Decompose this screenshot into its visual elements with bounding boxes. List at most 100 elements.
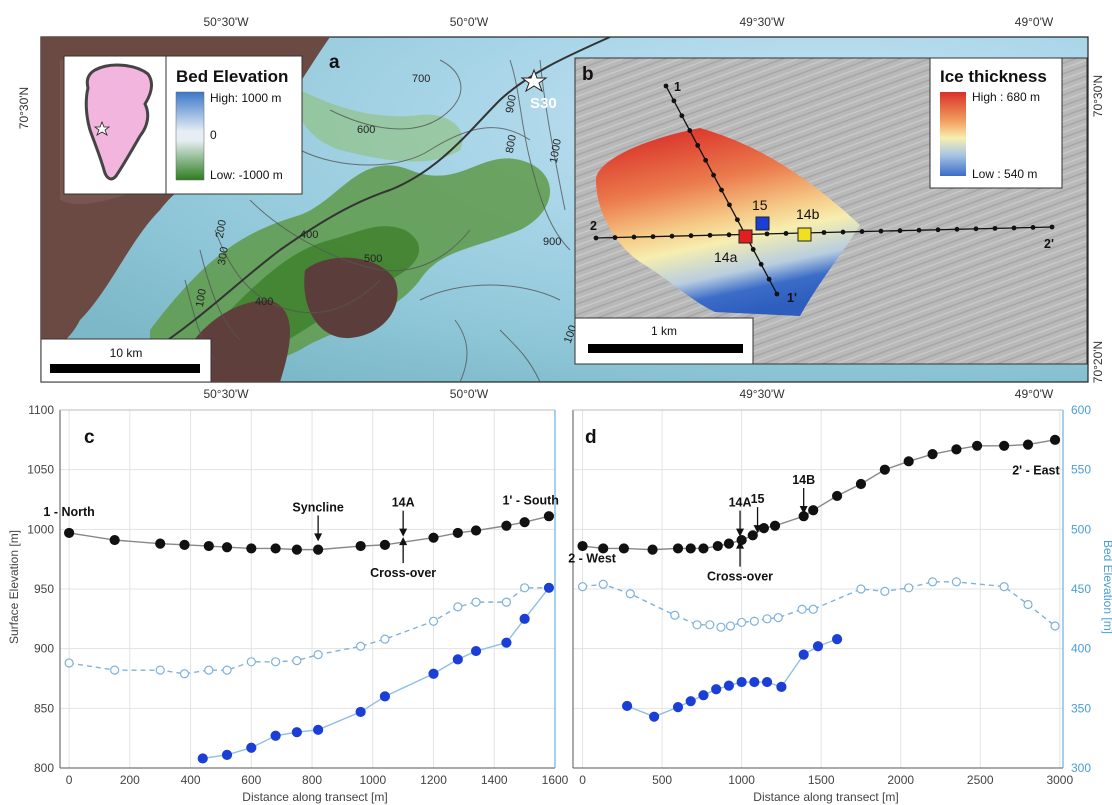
data-point xyxy=(723,538,735,549)
transect-label: 1' xyxy=(787,291,797,305)
y-axis-label: Surface Elevation [m] xyxy=(7,530,21,644)
island-south xyxy=(304,257,398,339)
annotation-label: 2 - West xyxy=(568,552,617,566)
data-point xyxy=(470,525,482,536)
data-point xyxy=(927,449,938,460)
coord-label: 49°30'W xyxy=(739,387,785,401)
legend-title: Ice thickness xyxy=(940,67,1047,86)
data-point xyxy=(798,649,809,660)
arrow-head-icon xyxy=(753,525,762,534)
data-point xyxy=(758,523,770,534)
transect-label: 2' xyxy=(1044,237,1054,251)
series-line xyxy=(582,581,1056,628)
data-point xyxy=(501,520,512,531)
annotation-label: 14B xyxy=(792,473,815,487)
data-point xyxy=(271,657,281,667)
transect-1-point xyxy=(734,217,740,223)
data-point xyxy=(698,690,709,701)
data-point xyxy=(155,665,165,675)
transect-2-point xyxy=(1011,225,1017,231)
data-point xyxy=(951,444,962,455)
site-15-marker xyxy=(755,216,770,231)
data-point xyxy=(685,543,696,554)
ice-thickness-field xyxy=(595,128,860,316)
coord-label: 70°20'N xyxy=(1091,341,1105,383)
annotation-label: 1' - South xyxy=(502,493,558,507)
legend-high: High: 1000 m xyxy=(210,91,281,105)
y-tick-label-right: 500 xyxy=(1071,522,1091,536)
data-point xyxy=(110,665,120,675)
data-point xyxy=(705,620,715,630)
data-point xyxy=(204,665,214,675)
data-point xyxy=(762,614,772,624)
data-point xyxy=(685,696,696,707)
transect-1-point xyxy=(671,98,677,104)
data-point xyxy=(291,544,302,555)
y-tick-label: 1050 xyxy=(27,463,54,477)
data-point xyxy=(1022,439,1034,450)
data-point xyxy=(737,617,747,628)
data-point xyxy=(452,654,463,665)
data-point xyxy=(428,532,439,543)
data-point xyxy=(355,540,366,552)
data-point xyxy=(246,543,257,554)
x-axis-label: Distance along transect [m] xyxy=(753,790,898,804)
site-label: 14a xyxy=(714,249,738,265)
map-coordinates: 50°30'W 50°0'W 49°30'W 49°0'W 50°30'W 50… xyxy=(17,15,1105,401)
annotation-label: 2' - East xyxy=(1012,463,1060,477)
data-point xyxy=(270,543,281,554)
transect-2-point xyxy=(1030,225,1036,230)
annotation-label: Syncline xyxy=(292,500,343,514)
data-point xyxy=(903,456,914,467)
data-point xyxy=(428,616,439,626)
data-point xyxy=(1050,621,1060,631)
data-point xyxy=(808,505,819,516)
transect-label: 2 xyxy=(590,219,597,233)
x-tick-label: 0 xyxy=(66,773,73,787)
data-point xyxy=(736,676,747,688)
scale-label: 10 km xyxy=(110,346,143,360)
data-point xyxy=(355,706,366,718)
data-point xyxy=(999,440,1010,451)
contour-label: 200 xyxy=(214,219,229,239)
data-point xyxy=(543,511,555,522)
panel-b: 1 1' 2 2' 15 14a 14b b Ice thickness Hig… xyxy=(574,57,1088,365)
data-point xyxy=(501,597,512,607)
coord-label: 70°30'N xyxy=(1091,75,1105,117)
data-point xyxy=(672,702,684,713)
bed-legend: Bed Elevation High: 1000 m 0 Low: -1000 … xyxy=(63,55,303,195)
data-point xyxy=(672,543,684,554)
transect-1-point xyxy=(750,247,756,252)
data-point xyxy=(812,641,824,652)
data-point xyxy=(501,637,512,648)
transect-1-point xyxy=(727,202,732,208)
transect-2-point xyxy=(631,234,637,240)
transect-1-point xyxy=(719,187,724,193)
x-tick-label: 1000 xyxy=(359,773,386,787)
transect-2-point xyxy=(840,229,846,235)
data-point xyxy=(179,669,190,679)
data-point xyxy=(856,584,866,594)
data-point xyxy=(736,534,747,546)
data-point xyxy=(203,540,214,552)
data-point xyxy=(831,490,843,502)
transect-2-point xyxy=(821,230,827,235)
annotation-label: 14A xyxy=(729,496,752,510)
contour-label: 900 xyxy=(504,94,519,114)
transect-2-point xyxy=(916,227,922,233)
data-point xyxy=(723,680,735,691)
panel-letter-b: b xyxy=(582,64,594,85)
data-point xyxy=(221,542,233,553)
transect-2-point xyxy=(992,225,998,231)
legend-high: High : 680 m xyxy=(972,90,1040,104)
panel-letter-d: d xyxy=(585,427,597,448)
data-point xyxy=(313,724,324,735)
data-point xyxy=(761,676,773,688)
data-point xyxy=(1049,434,1061,445)
legend-low: Low: -1000 m xyxy=(210,168,283,182)
data-point xyxy=(776,681,787,692)
data-point xyxy=(222,665,232,675)
coord-label: 50°0'W xyxy=(450,15,489,29)
transect-1-point xyxy=(774,291,780,297)
data-point xyxy=(471,597,481,607)
